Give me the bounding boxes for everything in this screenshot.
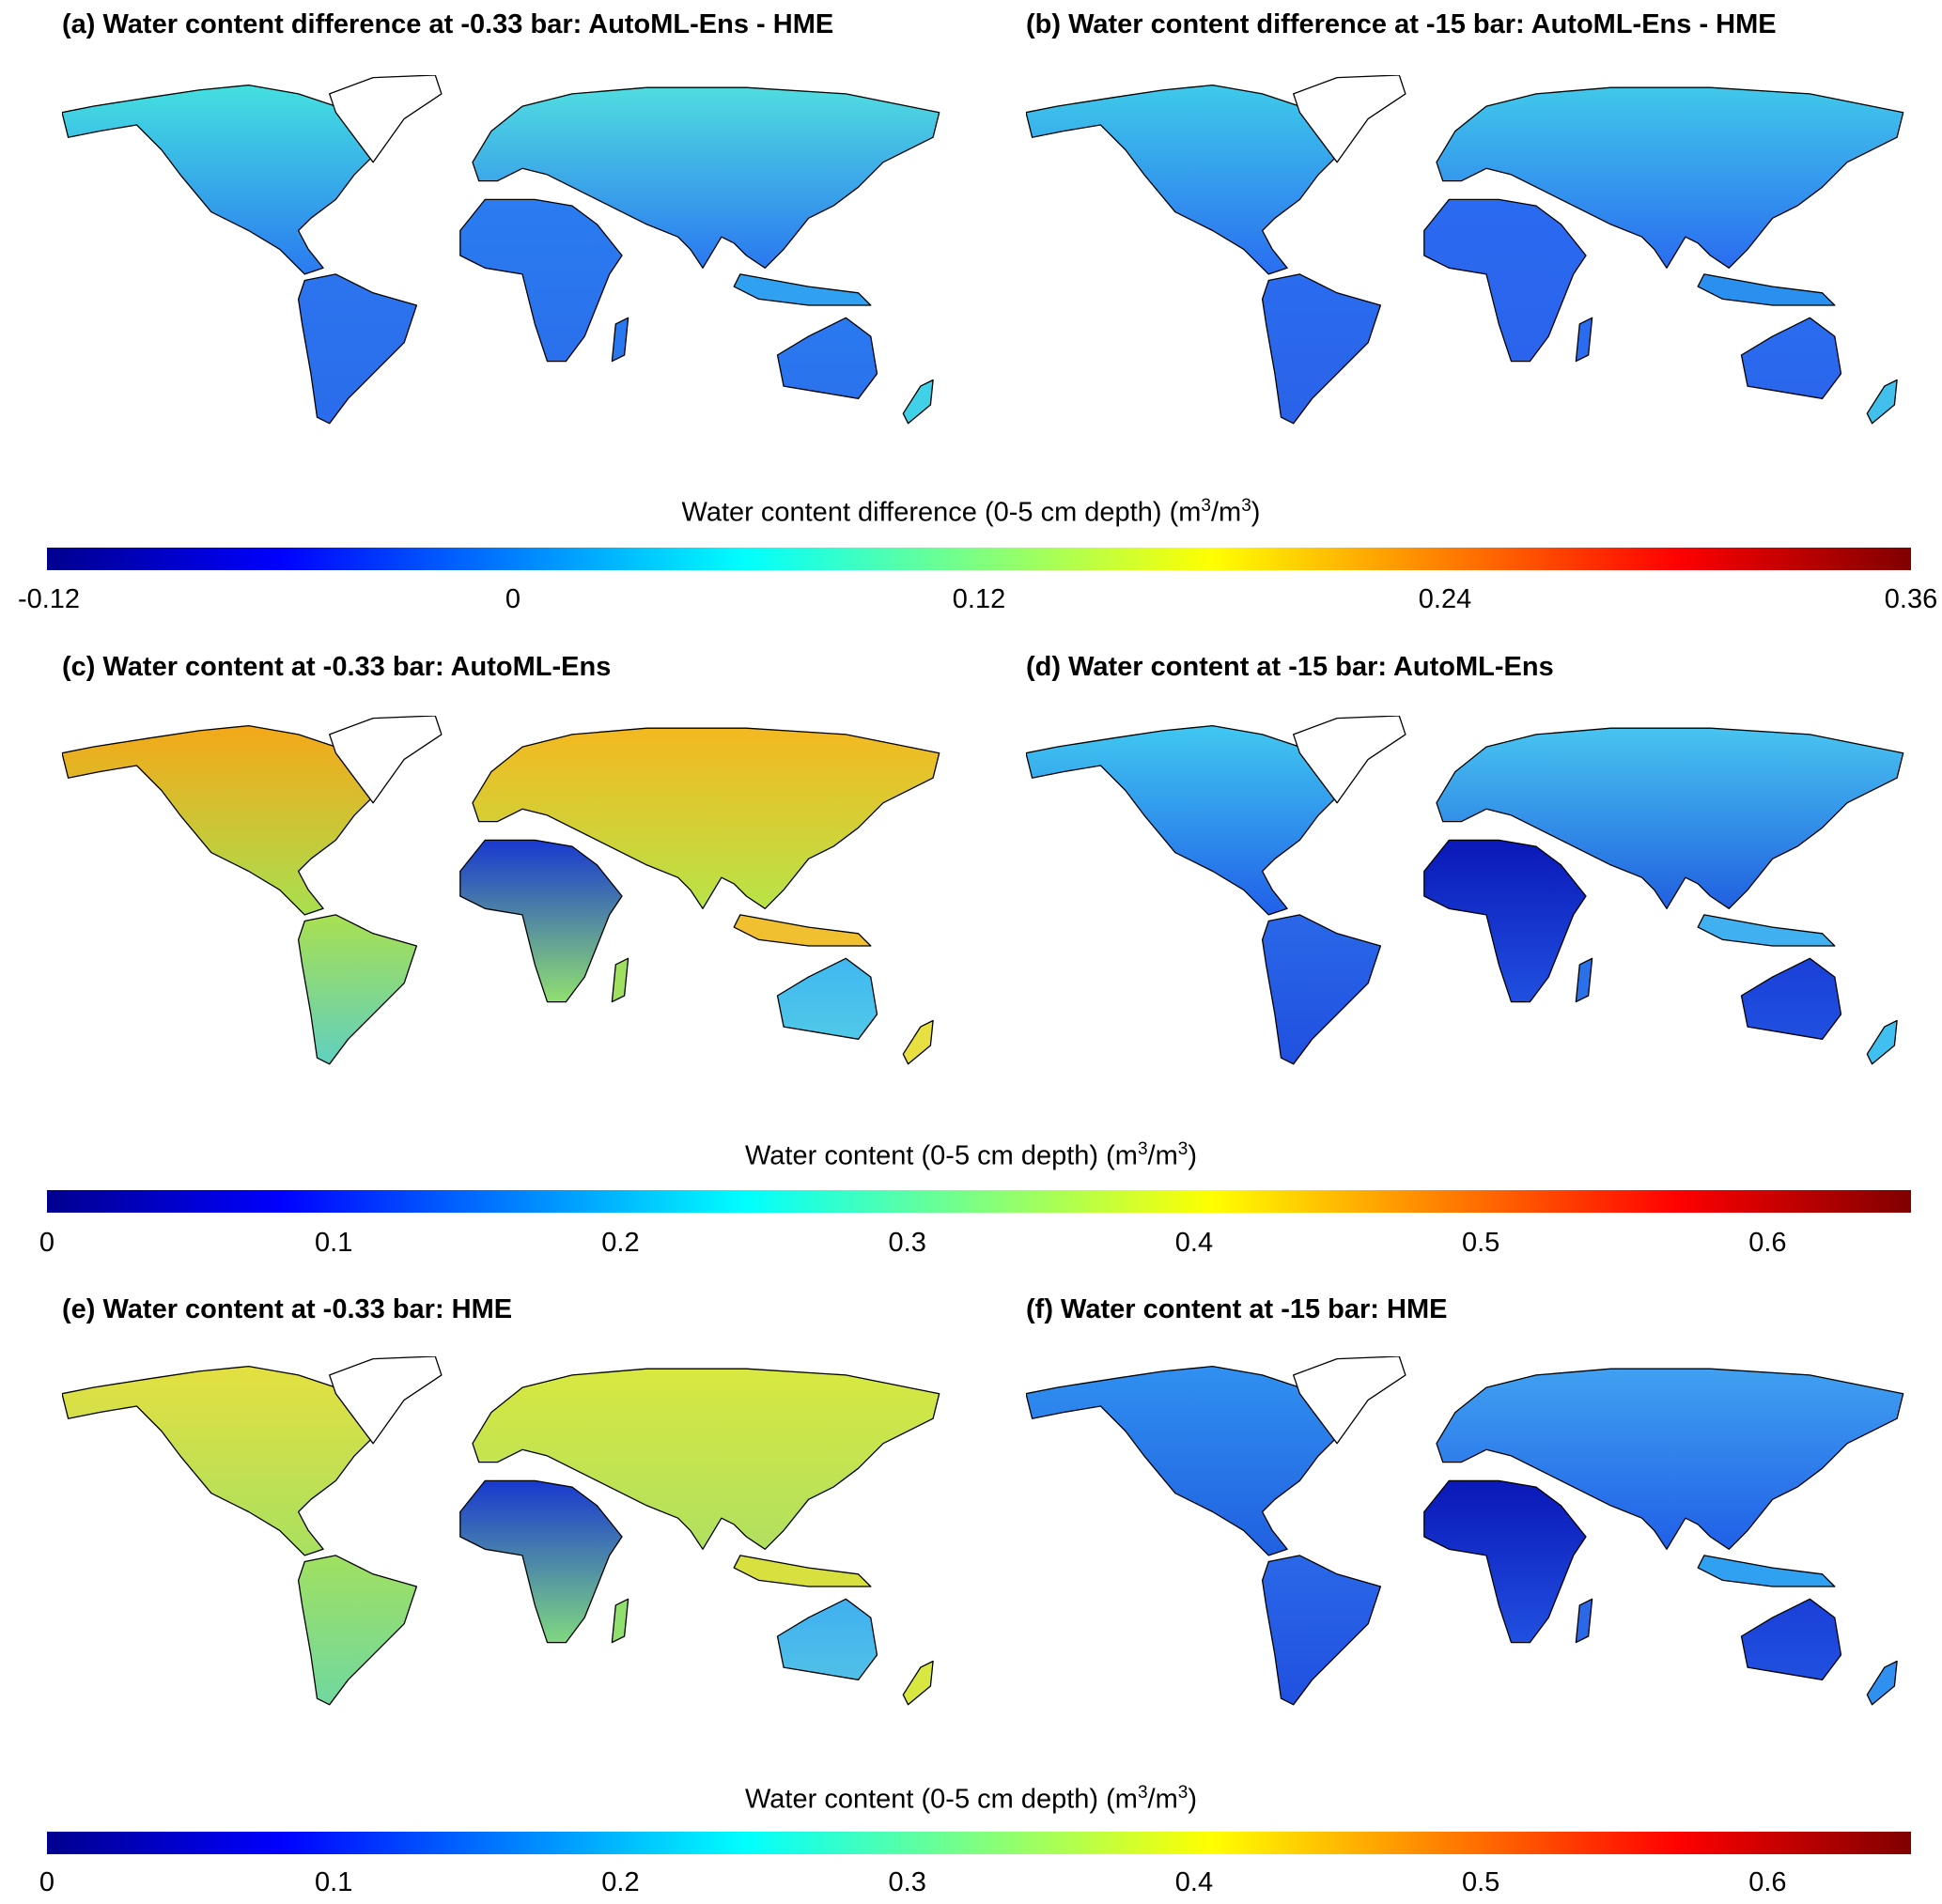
landmass-south-america — [297, 1555, 418, 1706]
landmass-north-america — [1026, 84, 1338, 275]
landmass-africa — [459, 839, 623, 1003]
colorbar-3-tick-label: 0.5 — [1461, 1867, 1500, 1897]
landmass-madagascar — [1575, 957, 1593, 1003]
landmass-eurasia — [1436, 86, 1904, 269]
colorbar-2-tick-label: 0.1 — [315, 1228, 353, 1258]
landmass-north-america — [1026, 724, 1338, 916]
landmass-north-america — [1026, 1365, 1338, 1556]
colorbar-3 — [47, 1832, 1911, 1854]
landmass-indonesia — [733, 914, 872, 947]
landmass-madagascar — [611, 1598, 629, 1644]
panel-d-title: (d) Water content at -15 bar: AutoML-Ens — [1026, 652, 1554, 682]
colorbar-2-tick-label: 0.4 — [1174, 1228, 1214, 1258]
landmass-south-america — [1261, 914, 1382, 1065]
landmass-madagascar — [611, 957, 629, 1003]
landmass-africa — [459, 1479, 623, 1644]
landmass-new-zealand — [902, 1660, 934, 1706]
colorbar-1-tick-label: 0.12 — [952, 584, 1006, 614]
landmass-greenland — [329, 1356, 443, 1445]
map-panel-f — [1026, 1356, 1904, 1706]
landmass-australia — [1740, 1598, 1842, 1680]
colorbar-3-label: Water content (0-5 cm depth) (m3/m3) — [745, 1783, 1197, 1815]
landmass-australia — [1740, 317, 1842, 399]
colorbar-2-label: Water content (0-5 cm depth) (m3/m3) — [745, 1139, 1197, 1171]
landmass-new-zealand — [1866, 1019, 1898, 1065]
colorbar-3-tick-label: 0 — [39, 1867, 55, 1897]
map-panel-b — [1026, 75, 1904, 425]
landmass-eurasia — [472, 86, 940, 269]
map-panel-c — [62, 716, 940, 1065]
map-panel-d — [1026, 716, 1904, 1065]
colorbar-2-tick-label: 0.2 — [601, 1228, 640, 1258]
landmass-indonesia — [1697, 914, 1836, 947]
colorbar-1 — [47, 548, 1911, 570]
landmass-indonesia — [1697, 273, 1836, 306]
colorbar-2-tick-label: 0.6 — [1748, 1228, 1787, 1258]
landmass-madagascar — [1575, 317, 1593, 363]
landmass-madagascar — [611, 317, 629, 363]
landmass-australia — [776, 1598, 878, 1680]
colorbar-2 — [47, 1190, 1911, 1213]
landmass-greenland — [329, 75, 443, 163]
colorbar-2-tick-label: 0.3 — [888, 1228, 926, 1258]
panel-b-title: (b) Water content difference at -15 bar:… — [1026, 9, 1777, 39]
landmass-australia — [776, 317, 878, 399]
landmass-eurasia — [1436, 1368, 1904, 1550]
panel-c-title: (c) Water content at -0.33 bar: AutoML-E… — [62, 652, 612, 682]
map-panel-a — [62, 75, 940, 425]
landmass-greenland — [329, 716, 443, 804]
panel-e-title: (e) Water content at -0.33 bar: HME — [62, 1294, 513, 1324]
colorbar-2-tick-label: 0.5 — [1461, 1228, 1500, 1258]
landmass-south-america — [297, 914, 418, 1065]
colorbar-3-tick-label: 0.1 — [315, 1867, 353, 1897]
landmass-australia — [1740, 957, 1842, 1040]
landmass-indonesia — [733, 1555, 872, 1587]
landmass-indonesia — [733, 273, 872, 306]
colorbar-3-tick-label: 0.2 — [601, 1867, 640, 1897]
map-panel-e — [62, 1356, 940, 1706]
colorbar-3-tick-label: 0.6 — [1748, 1867, 1787, 1897]
landmass-africa — [1423, 198, 1587, 363]
landmass-north-america — [62, 724, 374, 916]
landmass-north-america — [62, 84, 374, 275]
landmass-eurasia — [472, 727, 940, 909]
landmass-new-zealand — [902, 1019, 934, 1065]
panel-a-title: (a) Water content difference at -0.33 ba… — [62, 9, 834, 39]
landmass-north-america — [62, 1365, 374, 1556]
colorbar-3-tick-label: 0.3 — [888, 1867, 926, 1897]
colorbar-1-tick-label: -0.12 — [17, 584, 81, 614]
landmass-greenland — [1293, 716, 1406, 804]
landmass-australia — [776, 957, 878, 1040]
landmass-africa — [1423, 1479, 1587, 1644]
landmass-new-zealand — [1866, 1660, 1898, 1706]
landmass-new-zealand — [902, 379, 934, 425]
landmass-greenland — [1293, 75, 1406, 163]
landmass-eurasia — [472, 1368, 940, 1550]
landmass-south-america — [1261, 273, 1382, 425]
colorbar-3-tick-label: 0.4 — [1174, 1867, 1214, 1897]
landmass-africa — [1423, 839, 1587, 1003]
colorbar-1-tick-label: 0.36 — [1884, 584, 1938, 614]
landmass-indonesia — [1697, 1555, 1836, 1587]
colorbar-1-tick-label: 0 — [505, 584, 521, 614]
landmass-greenland — [1293, 1356, 1406, 1445]
colorbar-2-tick-label: 0 — [39, 1228, 55, 1258]
landmass-eurasia — [1436, 727, 1904, 909]
landmass-south-america — [1261, 1555, 1382, 1706]
panel-f-title: (f) Water content at -15 bar: HME — [1026, 1294, 1448, 1324]
landmass-new-zealand — [1866, 379, 1898, 425]
colorbar-1-label: Water content difference (0-5 cm depth) … — [681, 496, 1261, 528]
colorbar-1-tick-label: 0.24 — [1418, 584, 1472, 614]
landmass-madagascar — [1575, 1598, 1593, 1644]
landmass-africa — [459, 198, 623, 363]
landmass-south-america — [297, 273, 418, 425]
